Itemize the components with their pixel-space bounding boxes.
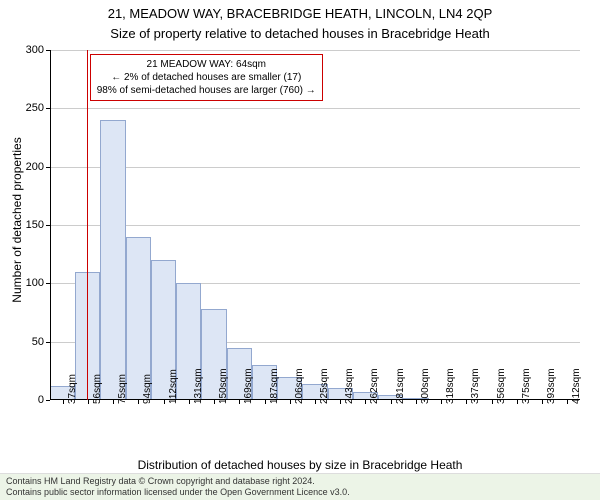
xtick-mark bbox=[466, 400, 467, 404]
ytick-mark bbox=[46, 283, 50, 284]
xtick-mark bbox=[138, 400, 139, 404]
annotation-line1: 21 MEADOW WAY: 64sqm bbox=[97, 58, 316, 71]
ytick-mark bbox=[46, 167, 50, 168]
xtick-mark bbox=[441, 400, 442, 404]
axis-line-y bbox=[50, 50, 51, 400]
ytick-mark bbox=[46, 225, 50, 226]
xtick-mark bbox=[265, 400, 266, 404]
ytick-label: 250 bbox=[26, 102, 44, 114]
title-main: 21, MEADOW WAY, BRACEBRIDGE HEATH, LINCO… bbox=[0, 6, 600, 21]
ytick-label: 50 bbox=[32, 336, 44, 348]
annotation-line3: 98% of semi-detached houses are larger (… bbox=[97, 84, 316, 97]
title-sub: Size of property relative to detached ho… bbox=[0, 26, 600, 41]
xtick-mark bbox=[189, 400, 190, 404]
ytick-label: 150 bbox=[26, 219, 44, 231]
footer-line1: Contains HM Land Registry data © Crown c… bbox=[6, 476, 594, 487]
xtick-mark bbox=[391, 400, 392, 404]
yaxis-label: Number of detached properties bbox=[10, 120, 24, 320]
xtick-mark bbox=[416, 400, 417, 404]
chart-container: 21, MEADOW WAY, BRACEBRIDGE HEATH, LINCO… bbox=[0, 0, 600, 500]
xtick-mark bbox=[214, 400, 215, 404]
xaxis-label: Distribution of detached houses by size … bbox=[0, 458, 600, 472]
annotation-box: 21 MEADOW WAY: 64sqm ← 2% of detached ho… bbox=[90, 54, 323, 101]
bar bbox=[100, 120, 125, 400]
xtick-mark bbox=[113, 400, 114, 404]
xtick-mark bbox=[63, 400, 64, 404]
xtick-mark bbox=[164, 400, 165, 404]
bars bbox=[50, 50, 580, 400]
footer: Contains HM Land Registry data © Crown c… bbox=[0, 473, 600, 500]
xtick-mark bbox=[567, 400, 568, 404]
xtick-mark bbox=[88, 400, 89, 404]
ytick-label: 300 bbox=[26, 44, 44, 56]
ytick-label: 0 bbox=[38, 394, 44, 406]
xtick-mark bbox=[239, 400, 240, 404]
footer-line2: Contains public sector information licen… bbox=[6, 487, 594, 498]
xtick-mark bbox=[542, 400, 543, 404]
xtick-mark bbox=[315, 400, 316, 404]
xtick-mark bbox=[492, 400, 493, 404]
xtick-mark bbox=[290, 400, 291, 404]
ytick-mark bbox=[46, 108, 50, 109]
xtick-mark bbox=[365, 400, 366, 404]
ytick-mark bbox=[46, 400, 50, 401]
annotation-line2: ← 2% of detached houses are smaller (17) bbox=[97, 71, 316, 84]
xtick-mark bbox=[340, 400, 341, 404]
ytick-mark bbox=[46, 342, 50, 343]
xtick-mark bbox=[517, 400, 518, 404]
ytick-label: 200 bbox=[26, 161, 44, 173]
ytick-mark bbox=[46, 50, 50, 51]
marker-line bbox=[87, 50, 88, 400]
ytick-label: 100 bbox=[26, 277, 44, 289]
plot-area: 21 MEADOW WAY: 64sqm ← 2% of detached ho… bbox=[50, 50, 580, 400]
